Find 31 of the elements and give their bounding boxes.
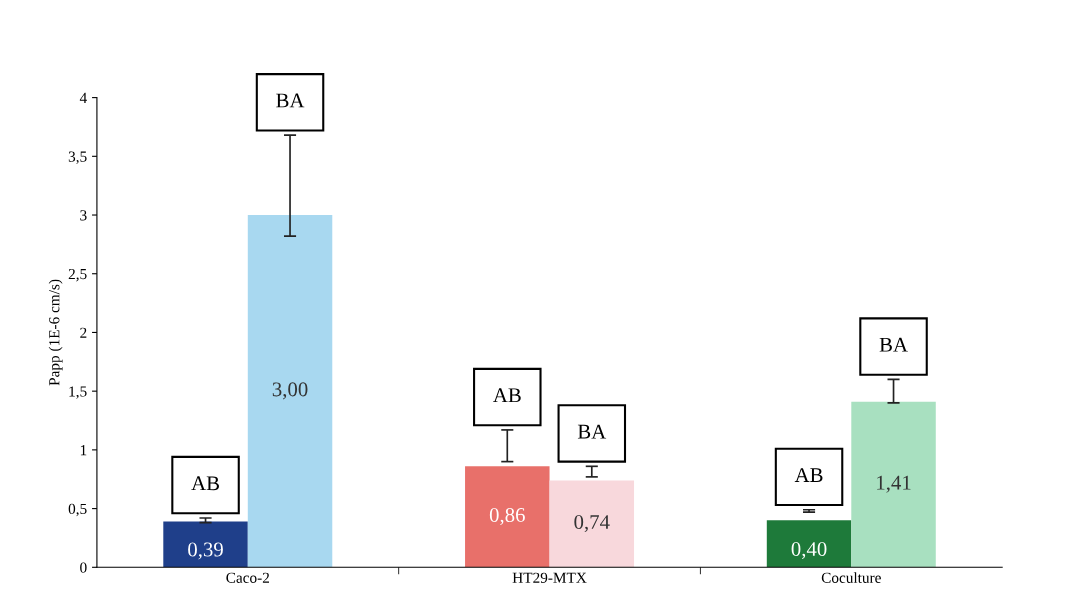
x-tick-label: Coculture xyxy=(821,572,881,583)
x-tick-label: Caco-2 xyxy=(226,572,270,583)
bar xyxy=(851,401,936,568)
text: AB xyxy=(794,468,823,482)
y-tick-label: 2,5 xyxy=(68,268,87,282)
y-tick-label: 1,5 xyxy=(69,386,87,399)
text: BA xyxy=(276,93,305,108)
y-tick-label: 3,5 xyxy=(68,151,87,164)
data-label: 1,41 xyxy=(877,475,911,493)
y-tick-label: 3 xyxy=(80,210,87,221)
data-label: 0,74 xyxy=(574,515,610,533)
data-label: 0,86 xyxy=(489,507,525,526)
text: BA xyxy=(577,424,607,439)
y-tick-label: 4 xyxy=(79,92,87,103)
bar xyxy=(465,466,550,568)
y-axis-title: Papp (1E-6 cm/s) xyxy=(48,279,63,386)
bar xyxy=(163,521,248,568)
data-label: 3,00 xyxy=(272,382,308,400)
text: BA xyxy=(879,337,908,352)
bar xyxy=(766,520,852,568)
y-tick-label: 1 xyxy=(80,445,87,456)
data-label: 0,39 xyxy=(188,542,223,560)
y-tick-label: 0,5 xyxy=(68,503,87,517)
y-tick-label: 0 xyxy=(80,562,87,573)
bar xyxy=(549,480,635,568)
x-tick-label: HT29-MTX xyxy=(512,572,587,583)
y-tick-label: 2 xyxy=(80,327,87,338)
bar xyxy=(247,215,333,568)
series-label: AB xyxy=(191,476,219,491)
text: AB xyxy=(493,388,521,403)
data-label: 0,40 xyxy=(791,542,827,560)
